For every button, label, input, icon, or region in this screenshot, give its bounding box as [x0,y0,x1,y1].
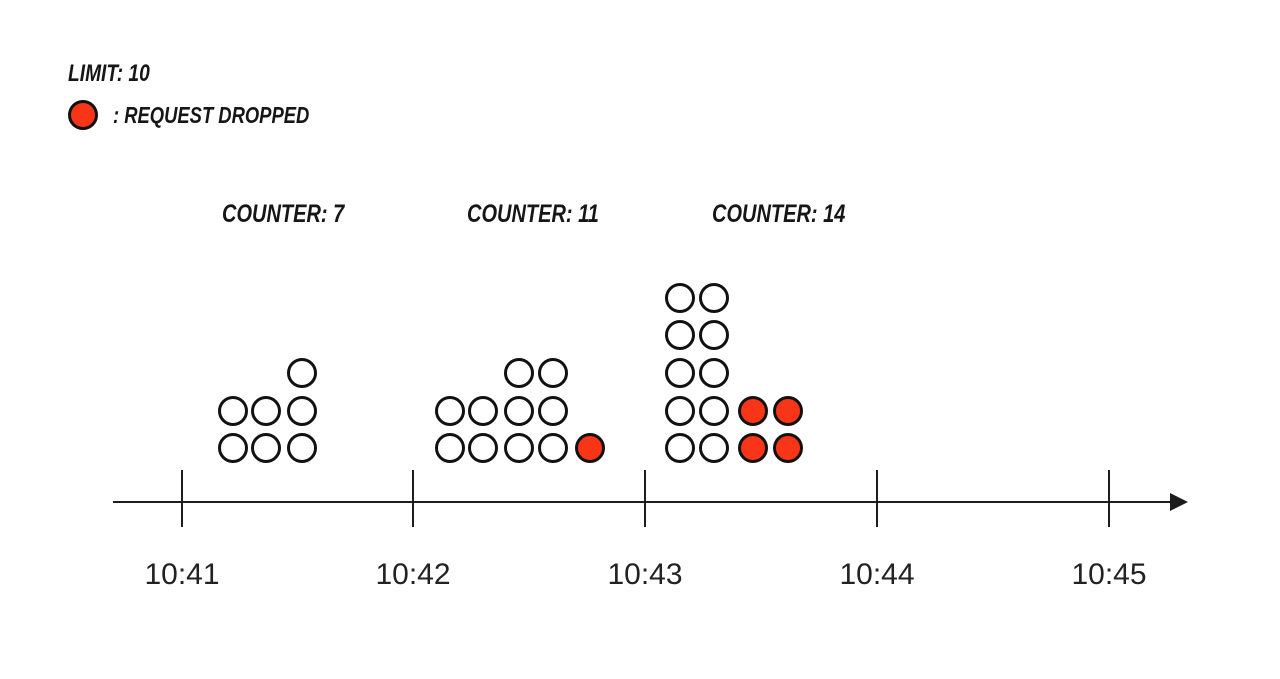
counter-label: COUNTER: 7 [222,200,345,228]
timeline-tick [181,470,183,527]
timeline-tick [644,470,646,527]
timeline-label: 10:43 [607,558,683,591]
timeline-label: 10:41 [144,558,220,591]
timeline-tick [1108,470,1110,527]
timeline-label: 10:45 [1071,558,1147,591]
request-circle [699,433,729,463]
request-dropped-circle [773,396,803,426]
request-circle [468,396,498,426]
dropped-request-icon [68,100,98,130]
timeline-tick [876,470,878,527]
request-circle [435,396,465,426]
request-circle [699,283,729,313]
counter-label: COUNTER: 11 [467,200,599,228]
request-circle [504,358,534,388]
request-circle [287,358,317,388]
dropped-legend-label: : REQUEST DROPPED [113,102,310,128]
request-circle [665,320,695,350]
timeline-tick [412,470,414,527]
request-circle [251,396,281,426]
request-circle [538,433,568,463]
request-circle [287,396,317,426]
request-circle [699,358,729,388]
limit-label: LIMIT: 10 [68,60,150,87]
request-circle [504,396,534,426]
request-circle [218,396,248,426]
request-circle [218,433,248,463]
counter-label: COUNTER: 14 [712,200,846,228]
request-circle [468,433,498,463]
request-circle [665,283,695,313]
request-circle [504,433,534,463]
timeline-arrow-icon [1170,493,1188,511]
request-dropped-circle [773,433,803,463]
request-dropped-circle [738,396,768,426]
request-circle [699,320,729,350]
request-circle [699,396,729,426]
request-circle [251,433,281,463]
request-circle [538,358,568,388]
request-circle [665,396,695,426]
timeline-label: 10:42 [375,558,451,591]
request-circle [287,433,317,463]
request-circle [538,396,568,426]
request-dropped-circle [575,433,605,463]
timeline-label: 10:44 [839,558,915,591]
request-circle [665,358,695,388]
timeline-axis [113,501,1170,503]
request-circle [435,433,465,463]
request-dropped-circle [738,433,768,463]
request-circle [665,433,695,463]
